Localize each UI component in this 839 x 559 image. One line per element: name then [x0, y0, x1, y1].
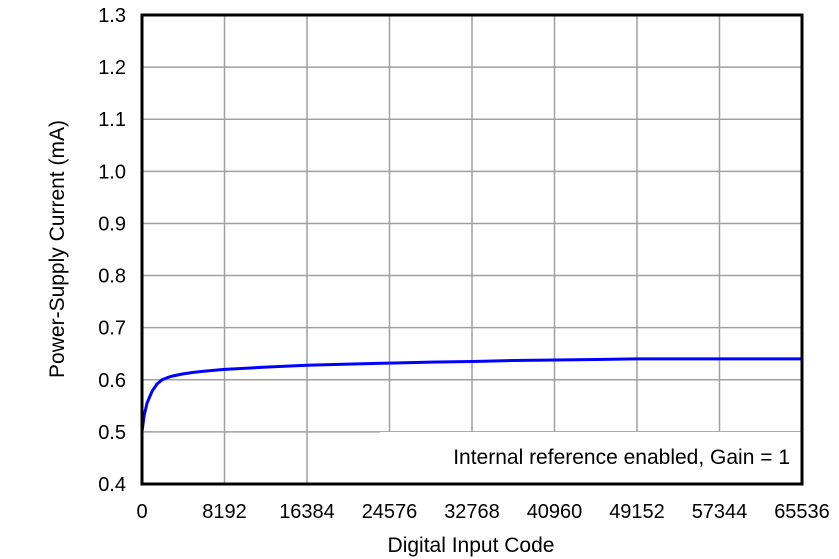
y-tick-label: 0.5	[98, 422, 126, 444]
y-tick-label: 0.4	[98, 474, 126, 496]
annotation-text: Internal reference enabled, Gain = 1	[453, 446, 790, 469]
y-axis-tick-labels: 0.4 0.5 0.6 0.7 0.8 0.9 1.0 1.1 1.2 1.3	[98, 5, 126, 496]
x-tick-label: 57344	[692, 501, 748, 523]
x-tick-label: 8192	[202, 501, 247, 523]
annotation-box	[380, 432, 802, 484]
y-tick-label: 0.8	[98, 266, 126, 288]
y-tick-label: 1.3	[98, 5, 126, 27]
x-axis-tick-labels: 0 8192 16384 24576 32768 40960 49152 57344 65536	[136, 501, 829, 523]
x-tick-label: 49152	[609, 501, 665, 523]
y-tick-label: 0.7	[98, 318, 126, 340]
x-tick-label: 32768	[444, 501, 500, 523]
y-tick-label: 0.9	[98, 213, 126, 235]
power-supply-current-line	[140, 357, 802, 433]
y-tick-label: 0.6	[98, 370, 126, 392]
x-tick-label: 16384	[279, 501, 335, 523]
plot-frame	[140, 13, 804, 486]
x-tick-label: 40960	[527, 501, 583, 523]
y-tick-label: 1.1	[98, 109, 126, 131]
y-axis-title: Power-Supply Current (mA)	[46, 120, 69, 378]
y-tick-label: 1.0	[98, 161, 126, 183]
x-tick-label: 65536	[774, 501, 830, 523]
gridlines	[142, 15, 802, 484]
x-tick-label: 0	[136, 501, 147, 523]
x-tick-label: 24576	[362, 501, 418, 523]
y-tick-label: 1.2	[98, 57, 126, 79]
x-axis-title: Digital Input Code	[388, 534, 555, 557]
